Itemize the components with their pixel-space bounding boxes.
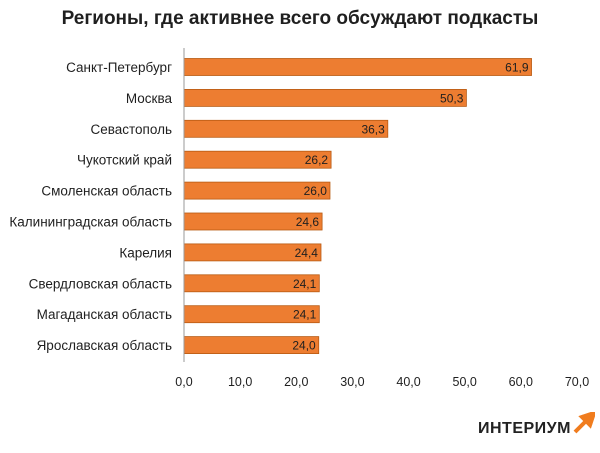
value-label: 26,2 (305, 153, 329, 167)
value-label: 24,0 (292, 339, 316, 353)
x-tick-label: 50,0 (453, 375, 477, 389)
interium-logo: ИНТЕРИУМ (478, 412, 595, 438)
category-label: Севастополь (90, 122, 172, 137)
x-tick-label: 30,0 (340, 375, 364, 389)
x-tick-label: 0,0 (175, 375, 192, 389)
value-label: 24,1 (293, 277, 317, 291)
x-tick-label: 70,0 (565, 375, 589, 389)
value-label: 24,6 (296, 215, 320, 229)
value-label: 61,9 (505, 61, 529, 75)
bar (183, 89, 467, 107)
category-label: Санкт-Петербург (66, 60, 172, 75)
value-label: 36,3 (361, 122, 385, 136)
bar (183, 58, 532, 76)
category-label: Ярославская область (37, 338, 172, 353)
chart-title: Регионы, где активнее всего обсуждают по… (61, 8, 539, 29)
x-tick-label: 40,0 (396, 375, 420, 389)
category-label: Чукотский край (77, 153, 172, 168)
category-label: Карелия (119, 245, 172, 260)
logo-arrow-icon (573, 412, 595, 434)
x-tick-label: 10,0 (228, 375, 252, 389)
value-label: 24,1 (293, 308, 317, 322)
category-label: Магаданская область (37, 307, 172, 322)
value-label: 24,4 (295, 246, 319, 260)
category-label: Калининградская область (9, 215, 172, 230)
bar (183, 119, 389, 138)
x-tick-label: 20,0 (284, 375, 308, 389)
logo-text: ИНТЕРИУМ (478, 420, 571, 437)
category-label: Свердловская область (29, 276, 172, 291)
x-tick-label: 60,0 (509, 375, 533, 389)
value-label: 50,3 (440, 91, 464, 105)
category-label: Москва (126, 91, 173, 106)
value-label: 26,0 (304, 184, 328, 198)
category-label: Смоленская область (41, 184, 172, 199)
